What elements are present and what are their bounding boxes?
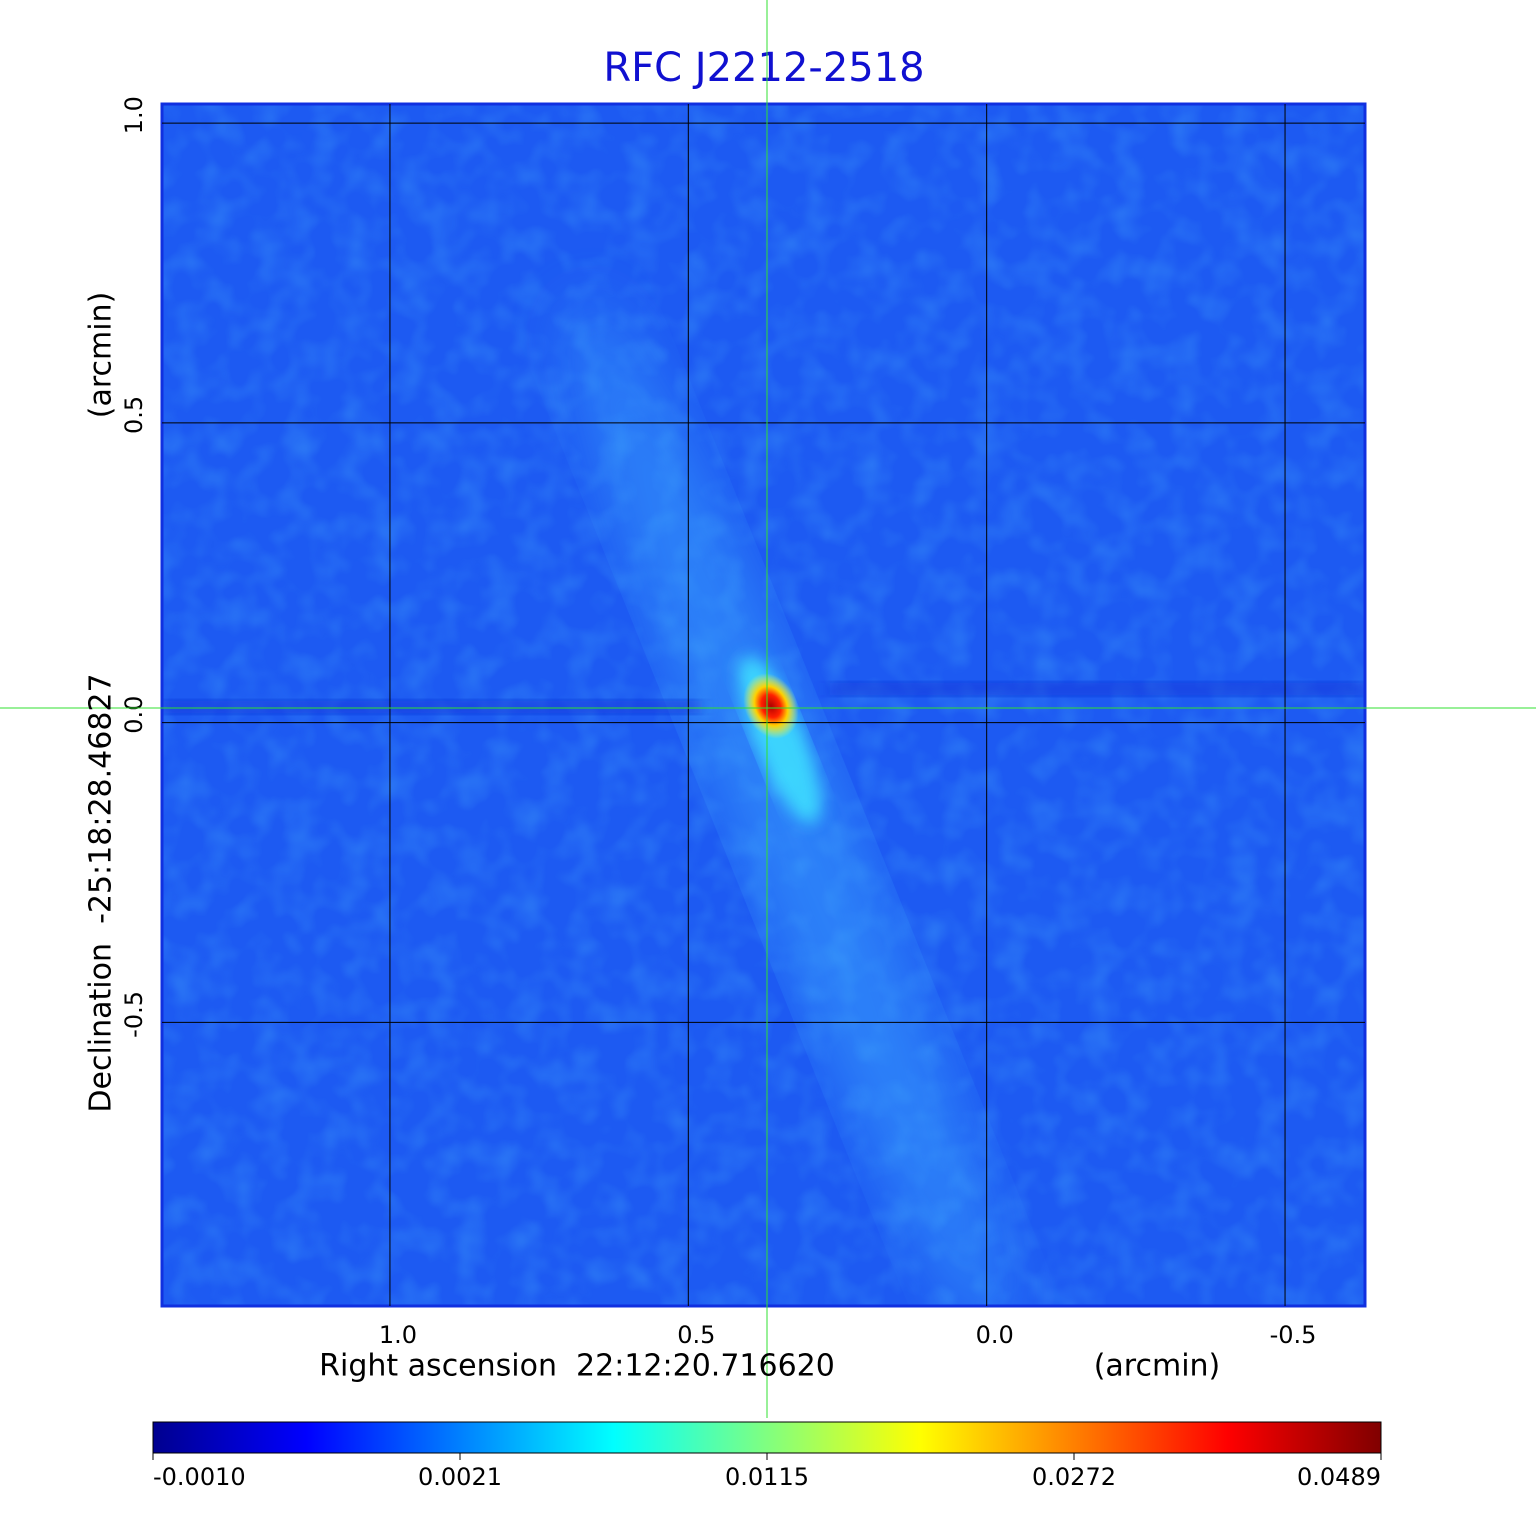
colorbar-tick-label: 0.0272 [1032,1463,1116,1491]
x-tick-label: 0.5 [677,1321,715,1349]
y-tick-label: 0.0 [120,696,148,734]
x-axis-unit: (arcmin) [1094,1349,1221,1384]
y-tick-label: 0.5 [120,396,148,434]
colorbar-tick-label: 0.0489 [1297,1463,1381,1491]
chart-title: RFC J2212-2518 [603,45,924,91]
y-tick-label: 1.0 [120,96,148,134]
x-tick-label: 1.0 [379,1321,417,1349]
image [162,104,1365,1306]
x-tick-label: -0.5 [1270,1321,1317,1349]
y-axis-label: Declination -25:18:28.46827 [84,673,119,1112]
plot-frame [160,102,1367,1308]
x-tick-label: 0.0 [976,1321,1014,1349]
colorbar-tick-label: 0.0021 [418,1463,502,1491]
axes: 1.0 0.5 0.0 -0.5 1.0 0.5 0.0 -0.5 [120,96,1365,1349]
y-tick-label: -0.5 [120,991,148,1038]
x-axis-label: Right ascension 22:12:20.716620 [319,1349,835,1384]
y-axis-unit: (arcmin) [84,292,119,419]
colorbar-tick-label: 0.0115 [725,1463,809,1491]
colorbar [152,1421,1382,1454]
colorbar-tick-label: -0.0010 [153,1463,246,1491]
